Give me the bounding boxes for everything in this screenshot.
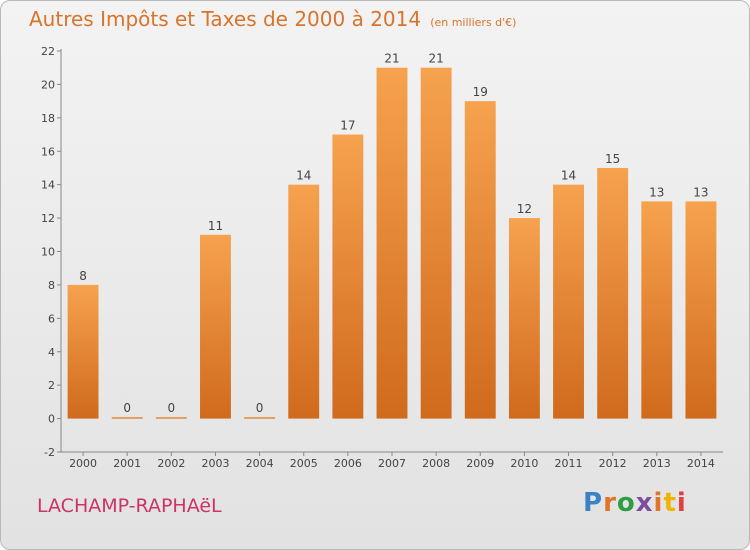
y-tick-label: 18 (41, 112, 55, 125)
bar (597, 167, 629, 419)
logo-letter: t (663, 488, 677, 518)
chart-title-text: Autres Impôts et Taxes de 2000 à 2014 (29, 7, 422, 31)
chart-title: Autres Impôts et Taxes de 2000 à 2014 (e… (29, 7, 516, 31)
data-label: 14 (296, 169, 311, 183)
x-tick-label: 2001 (113, 457, 141, 470)
x-tick-label: 2003 (201, 457, 229, 470)
data-label: 21 (384, 52, 399, 66)
x-tick-label: 2008 (422, 457, 450, 470)
data-label: 15 (605, 152, 620, 166)
y-tick-label: 10 (41, 246, 55, 259)
data-label: 0 (168, 401, 176, 415)
data-label: 0 (256, 401, 264, 415)
bar (464, 101, 496, 419)
y-tick-label: 12 (41, 212, 55, 225)
logo-letter: i (653, 488, 664, 518)
y-tick-label: 4 (48, 346, 55, 359)
town-name: LACHAMP-RAPHAëL (37, 495, 222, 517)
x-tick-label: 2009 (466, 457, 494, 470)
bar (376, 67, 408, 419)
bar (420, 67, 452, 419)
bar (508, 218, 540, 419)
logo-letter: r (603, 488, 617, 518)
x-tick-label: 2006 (334, 457, 362, 470)
proxiti-logo[interactable]: Proxiti (583, 488, 687, 518)
x-tick-label: 2007 (378, 457, 406, 470)
x-tick-label: 2010 (510, 457, 538, 470)
logo-letter: o (616, 488, 636, 518)
x-tick-label: 2012 (599, 457, 627, 470)
data-label: 19 (473, 85, 488, 99)
data-label: 11 (208, 219, 223, 233)
bar (553, 184, 584, 419)
bar (244, 417, 276, 419)
bar (67, 284, 99, 419)
y-tick-label: 20 (41, 78, 55, 91)
data-label: 17 (340, 119, 355, 133)
y-tick-label: 22 (41, 45, 55, 58)
y-tick-label: -2 (44, 446, 55, 459)
y-tick-label: 0 (48, 413, 55, 426)
bar (332, 134, 364, 419)
y-tick-label: 6 (48, 312, 55, 325)
logo-letter: x (635, 488, 654, 518)
bar (288, 184, 320, 419)
data-label: 8 (79, 269, 87, 283)
logo-letter: P (583, 488, 604, 518)
bar (200, 234, 231, 419)
data-label: 13 (693, 185, 708, 199)
x-tick-label: 2014 (687, 457, 715, 470)
data-label: 21 (428, 52, 443, 66)
data-label: 14 (561, 169, 576, 183)
x-tick-label: 2000 (69, 457, 97, 470)
data-label: 12 (517, 202, 532, 216)
bar (155, 417, 187, 419)
bar (641, 201, 673, 419)
y-tick-label: 2 (48, 379, 55, 392)
bar (111, 417, 143, 419)
bar (685, 201, 717, 419)
x-tick-label: 2005 (290, 457, 318, 470)
x-tick-label: 2011 (555, 457, 583, 470)
y-tick-label: 14 (41, 179, 55, 192)
x-tick-label: 2013 (643, 457, 671, 470)
logo-letter: i (676, 488, 687, 518)
chart-unit: (en milliers d'€) (430, 16, 517, 29)
x-tick-label: 2004 (246, 457, 274, 470)
data-label: 0 (123, 401, 131, 415)
data-label: 13 (649, 185, 664, 199)
y-tick-label: 16 (41, 145, 55, 158)
x-tick-label: 2002 (157, 457, 185, 470)
y-tick-label: 8 (48, 279, 55, 292)
